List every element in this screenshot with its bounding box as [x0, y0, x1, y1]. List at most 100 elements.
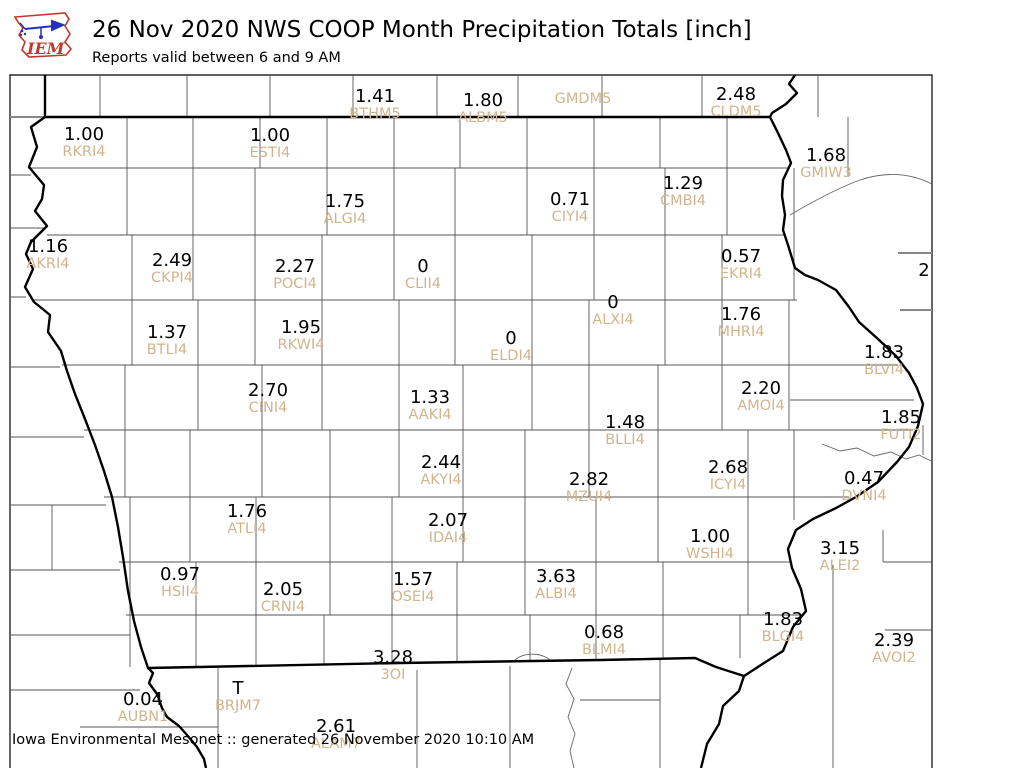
station: 2.49 CKPI4	[151, 251, 193, 286]
station-id: CLII4	[405, 276, 441, 292]
station-value: 1.16	[27, 236, 69, 257]
station-value: 1.33	[409, 387, 451, 408]
neighbor-state-lines	[10, 116, 932, 311]
station: 1.75 ALGI4	[324, 192, 367, 227]
station-id: AMOI4	[737, 398, 785, 414]
station: 3.28 3OI	[373, 648, 413, 683]
station: 1.83 BLGI4	[762, 610, 805, 645]
station: T BRJM7	[215, 679, 261, 714]
station: 1.76 MHRI4	[718, 305, 765, 340]
station: 1.68 GMIW3	[800, 146, 852, 181]
station-id: CINI4	[248, 400, 288, 416]
station-id: CMBI4	[659, 193, 707, 209]
station-id: ICYI4	[709, 477, 747, 493]
station-value: 0.47	[843, 468, 885, 489]
station-id: GMIW3	[800, 165, 852, 181]
county-lines	[10, 75, 932, 768]
station: 0.57 EKRI4	[720, 247, 762, 282]
station-value: 0.71	[549, 189, 591, 210]
station-id: EKRI4	[719, 266, 763, 282]
station-id: BRJM7	[214, 698, 262, 714]
station: 1.95 RKWI4	[278, 318, 325, 353]
station: 2.07 IDAI4	[428, 511, 468, 546]
station-id: MZUI4	[565, 489, 613, 505]
station-value: 2.49	[151, 250, 193, 271]
station-id: AAKI4	[408, 407, 452, 423]
station: 2.44 AKYI4	[420, 453, 461, 488]
station: 1.41 BTHM5	[349, 87, 400, 122]
station-id: RKWI4	[277, 337, 325, 353]
station-id: IDAI4	[428, 530, 468, 546]
station-value: 2.70	[247, 380, 289, 401]
station: 0.68 BLMI4	[582, 623, 626, 658]
station: 1.29 CMBI4	[660, 174, 706, 209]
station-value: 1.68	[805, 145, 847, 166]
station-id: CRNI4	[260, 599, 306, 615]
station-value: 1.00	[689, 526, 731, 547]
station-id: BLLI4	[605, 432, 645, 448]
map-frame	[9, 74, 933, 768]
station-value: 1.76	[226, 501, 268, 522]
station-id: WSHI4	[686, 546, 734, 562]
station-id: ALGI4	[323, 211, 367, 227]
station-id: AUBN1	[117, 709, 169, 725]
station-value: 1.00	[63, 124, 105, 145]
station: 0 CLII4	[405, 257, 441, 292]
station-value: 2.39	[873, 630, 915, 651]
anemometer-icon	[19, 19, 66, 39]
station-value: 0	[505, 328, 517, 349]
station: 3.63 ALBI4	[535, 567, 576, 602]
station-value: 1.95	[280, 317, 322, 338]
iem-logo-text: IEM	[26, 39, 66, 58]
station-value: 1.75	[324, 191, 366, 212]
station: 1.33 AAKI4	[408, 388, 451, 423]
river-lines	[514, 173, 933, 768]
station: 2.61 ALAM7	[311, 717, 361, 752]
iem-logo: IEM	[13, 12, 73, 58]
page-subtitle: Reports valid between 6 and 9 AM	[92, 50, 341, 66]
station: 1.83 BLVI4	[864, 343, 904, 378]
station-id: ALXI4	[592, 312, 634, 328]
station-id: BTHM5	[349, 106, 401, 122]
station-value: 1.83	[762, 609, 804, 630]
station: 1.76 ATLI4	[227, 502, 267, 537]
station-id: AVOI2	[872, 650, 916, 666]
station-value: 1.57	[392, 569, 434, 590]
station-id: ATLI4	[227, 521, 267, 537]
station-id: ESTI4	[249, 145, 291, 161]
station-id: ALBM5	[458, 110, 508, 126]
station-id: DVNI4	[841, 488, 887, 504]
station: 0 ALXI4	[592, 293, 633, 328]
station-id: POCI4	[273, 276, 317, 292]
station-id: HSII4	[161, 584, 199, 600]
station: 2.20 AMOI4	[737, 379, 784, 414]
station: 1.00 ESTI4	[250, 126, 291, 161]
station-value: 0.57	[720, 246, 762, 267]
station-id: AKRI4	[26, 256, 70, 272]
station-value: 2.27	[274, 256, 316, 277]
station: 0 ELDI4	[490, 329, 532, 364]
station: 1.37 BTLI4	[147, 323, 187, 358]
station: 2	[918, 261, 929, 280]
station-value: 1.48	[604, 412, 646, 433]
station-value: 2.68	[707, 457, 749, 478]
station: 2.82 MZUI4	[566, 470, 613, 505]
station: 0.71 CIYI4	[550, 190, 590, 225]
station: 1.00 WSHI4	[686, 527, 734, 562]
station-id: BLGI4	[761, 629, 805, 645]
station-id: ALBI4	[535, 586, 577, 602]
station-value: 2.05	[262, 579, 304, 600]
station: 2.27 POCI4	[273, 257, 317, 292]
station: 2.48 CLDM5	[710, 85, 761, 120]
station: 1.57 OSEI4	[391, 570, 434, 605]
station-value: 2.48	[715, 84, 757, 105]
station-value: T	[232, 678, 244, 699]
station-id: ALEI2	[819, 558, 861, 574]
station: 1.48 BLLI4	[605, 413, 645, 448]
station-id: RKRI4	[62, 144, 106, 160]
station: 0.97 HSII4	[160, 565, 200, 600]
station: 2.68 ICYI4	[708, 458, 748, 493]
station-value: 0.04	[122, 689, 164, 710]
